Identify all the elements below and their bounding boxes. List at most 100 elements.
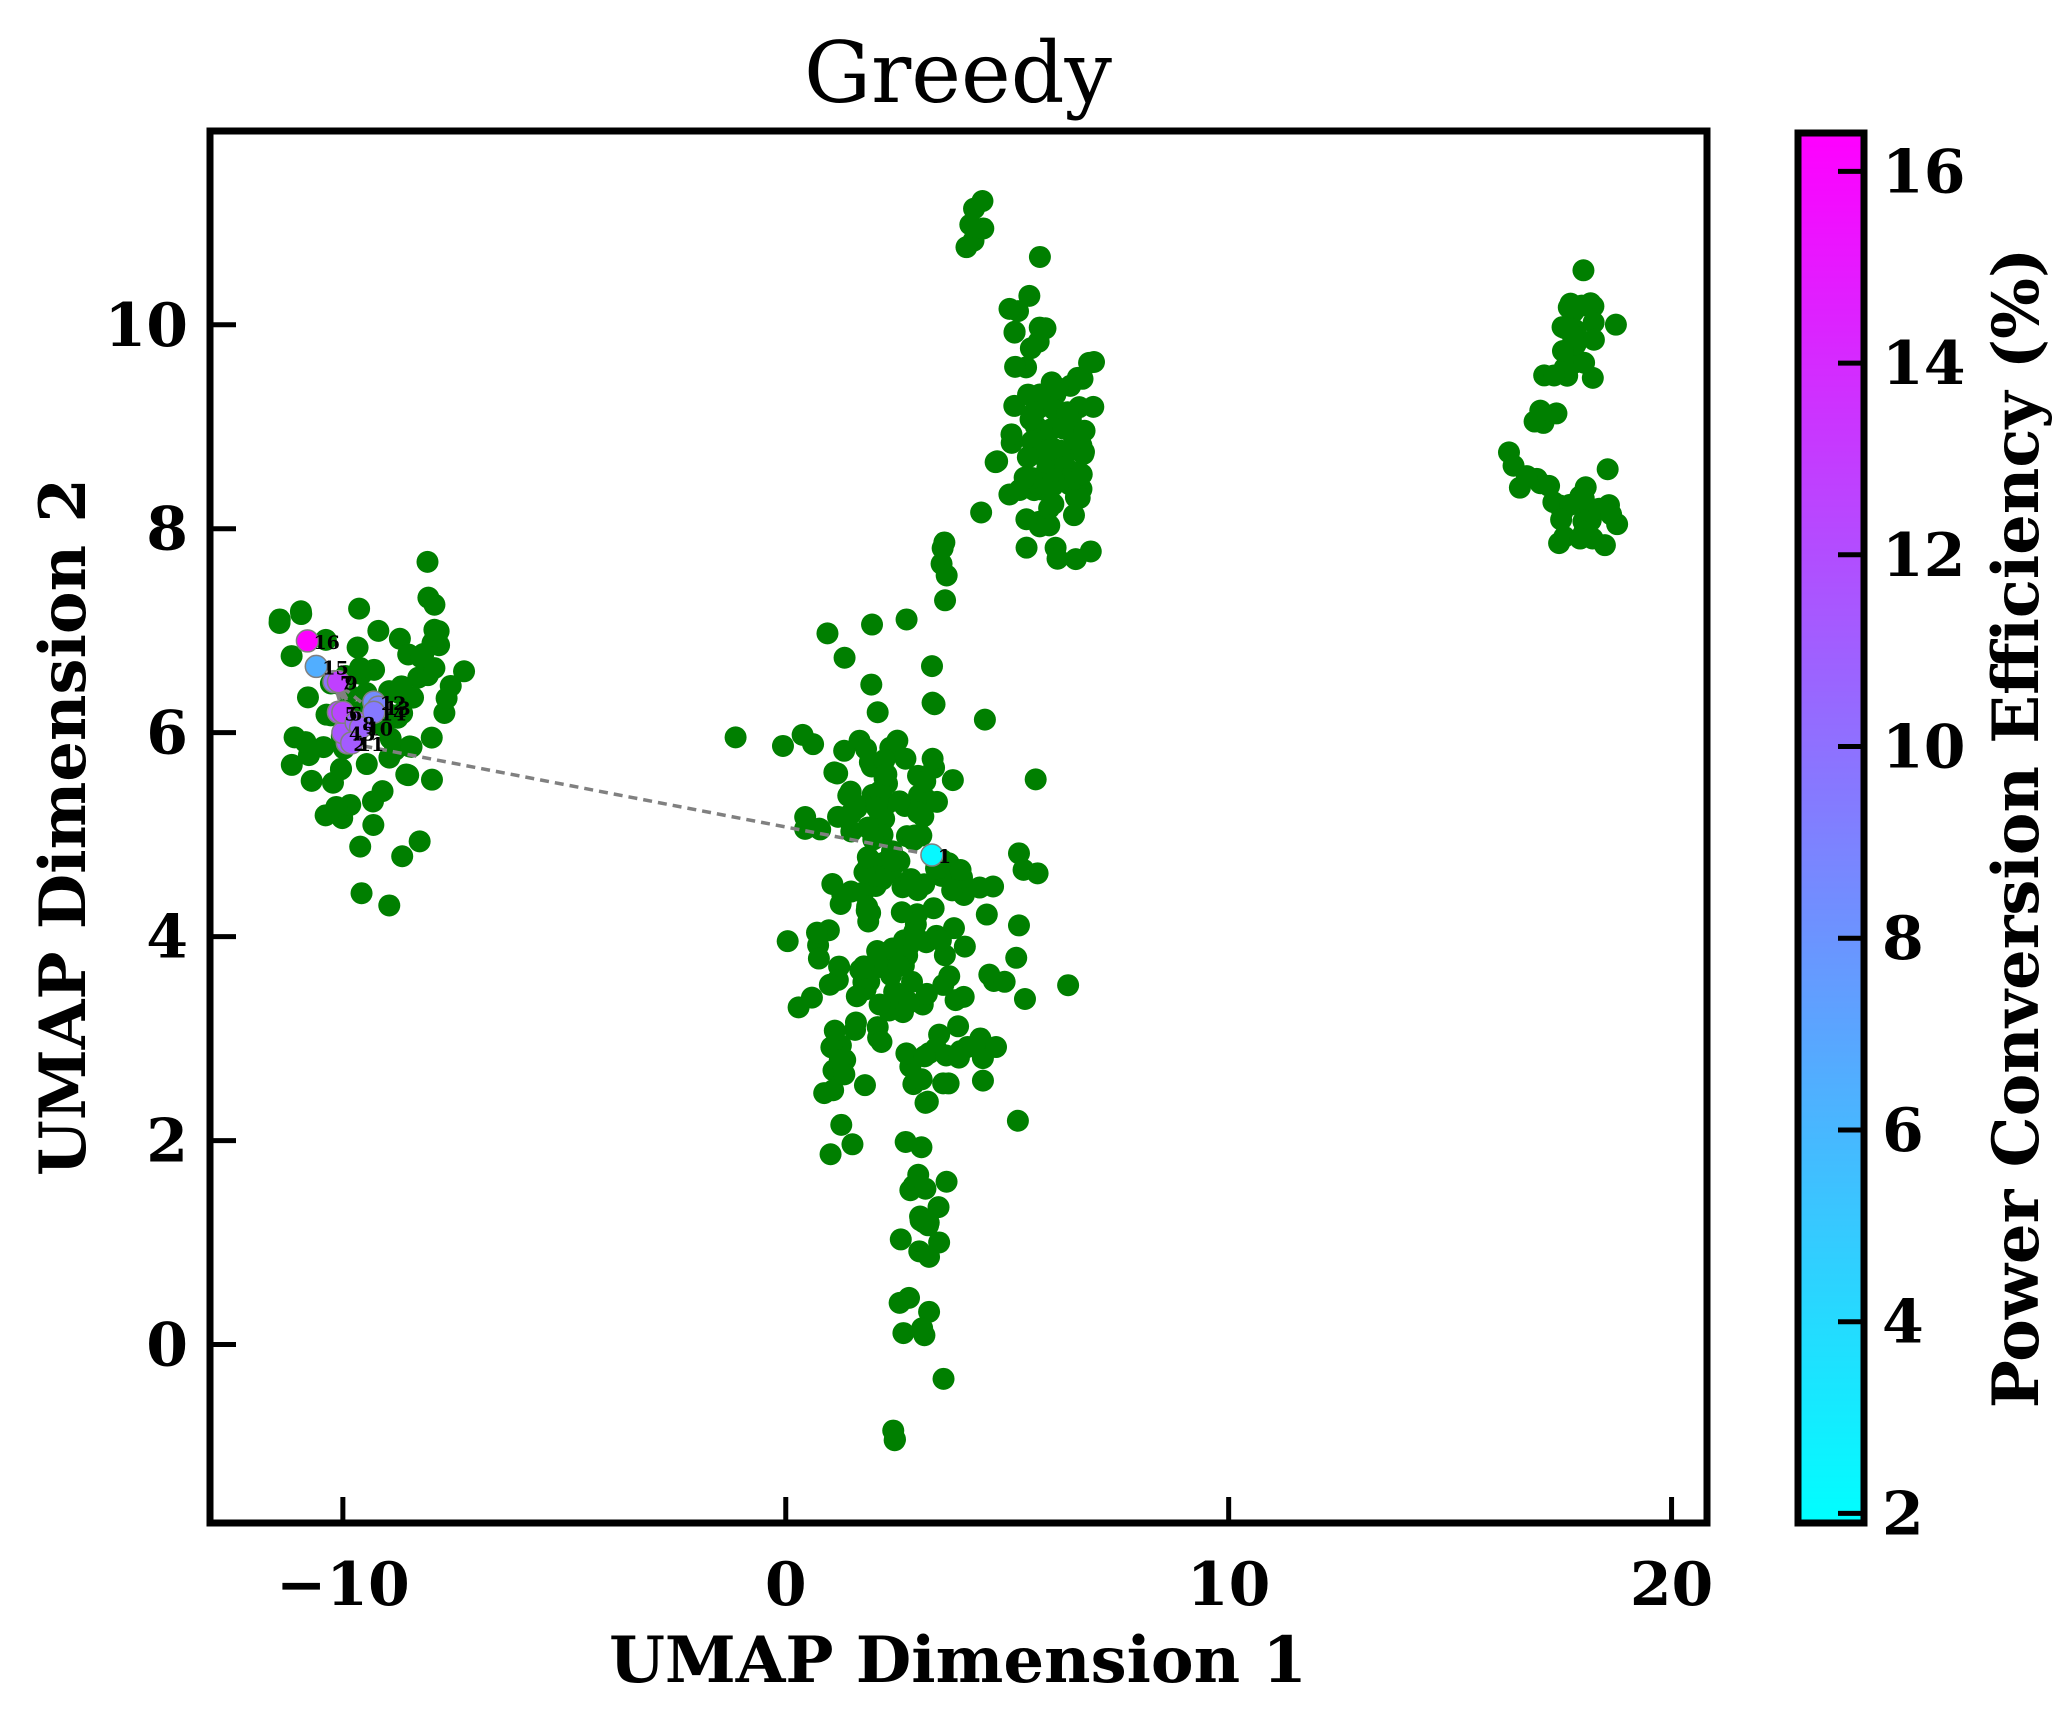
background-point [314, 628, 337, 651]
background-point [420, 726, 443, 749]
background-point [417, 586, 440, 609]
background-point [349, 835, 372, 858]
background-point [1082, 395, 1105, 418]
background-point [823, 761, 846, 784]
background-point [895, 1042, 918, 1065]
background-point [1016, 446, 1039, 469]
x-tick-label: 10 [1187, 1550, 1271, 1620]
background-point [1024, 768, 1047, 791]
background-point [280, 753, 303, 776]
background-point [1005, 946, 1028, 969]
background-point [1000, 423, 1023, 446]
background-point [853, 1074, 876, 1097]
y-tick-label: 10 [105, 291, 189, 361]
background-point [913, 1045, 936, 1068]
background-point [367, 619, 390, 642]
sequence-label-2: 2 [353, 734, 366, 756]
background-point [932, 1367, 955, 1390]
background-point [1028, 316, 1051, 339]
background-point [883, 1428, 906, 1451]
background-point [938, 965, 961, 988]
background-point [844, 1011, 867, 1034]
sequence-label-1: 1 [938, 846, 951, 868]
background-point [1550, 508, 1573, 531]
background-point [944, 989, 967, 1012]
background-point [348, 597, 371, 620]
sequence-label-3: 3 [362, 724, 375, 746]
background-point [346, 636, 369, 659]
chart-title: Greedy [804, 24, 1112, 122]
background-point [1068, 486, 1091, 509]
background-point [806, 921, 829, 944]
background-point [887, 954, 910, 977]
background-point [1062, 504, 1085, 527]
background-point [861, 613, 884, 636]
background-point [1057, 974, 1080, 997]
colorbar-tick-label: 4 [1882, 1288, 1924, 1358]
sequence-label-4: 4 [349, 724, 362, 746]
background-point [813, 1082, 836, 1105]
background-point [1019, 408, 1042, 431]
background-point [1006, 1109, 1029, 1132]
background-point [1007, 842, 1030, 865]
background-point [845, 985, 868, 1008]
background-point [941, 769, 964, 792]
background-point [830, 1113, 853, 1136]
sequence-point-1 [920, 843, 944, 867]
background-point [894, 747, 917, 770]
sequence-label-10: 10 [367, 719, 393, 741]
background-point [791, 723, 814, 746]
sequence-label-5: 5 [344, 703, 357, 725]
background-point [1042, 493, 1065, 516]
background-point [390, 675, 413, 698]
sequence-label-6: 6 [349, 703, 362, 725]
background-point [1553, 317, 1576, 340]
sequence-point-11 [339, 731, 364, 755]
y-tick-label: 6 [146, 699, 188, 769]
background-point [1070, 463, 1093, 486]
background-point [1600, 503, 1623, 526]
background-point [1038, 514, 1061, 537]
background-point [975, 903, 998, 926]
background-point [1073, 419, 1096, 442]
background-point [300, 769, 323, 792]
background-point [914, 1091, 937, 1114]
background-point [1018, 284, 1041, 307]
background-point [971, 1069, 994, 1092]
colorbar-tick-label: 10 [1882, 713, 1966, 783]
x-axis-label: UMAP Dimension 1 [609, 1623, 1307, 1698]
y-tick-label: 2 [146, 1107, 188, 1177]
x-axis-ticks: −10 0 10 20 [276, 1497, 1713, 1620]
background-point [416, 550, 439, 573]
background-point [296, 686, 319, 709]
background-point [1502, 454, 1525, 477]
background-point [855, 738, 878, 761]
background-point [1037, 439, 1060, 462]
background-point [953, 935, 976, 958]
background-point [1529, 399, 1552, 422]
sequence-label-15: 15 [322, 657, 348, 679]
background-point [794, 806, 817, 829]
colorbar-label: Power Conversion Efficiency (%) [1979, 248, 2054, 1409]
background-point [290, 603, 313, 626]
background-point [910, 1068, 933, 1091]
background-point [984, 451, 1007, 474]
background-point [423, 618, 446, 641]
y-tick-label: 8 [146, 495, 188, 565]
background-point [898, 1286, 921, 1309]
background-point [1593, 534, 1616, 557]
background-point [914, 770, 937, 793]
background-point [378, 894, 401, 917]
background-points [268, 190, 1629, 1452]
background-point [859, 901, 882, 924]
sequence-label-12: 12 [380, 693, 406, 715]
background-point [420, 768, 443, 791]
background-point [800, 986, 823, 1009]
plot-frame [206, 127, 1711, 1527]
colorbar-tick-label: 14 [1882, 329, 1966, 399]
background-point [929, 929, 952, 952]
background-point [771, 734, 794, 757]
background-point [888, 790, 911, 813]
background-point [1582, 328, 1605, 351]
background-point [1046, 377, 1069, 400]
